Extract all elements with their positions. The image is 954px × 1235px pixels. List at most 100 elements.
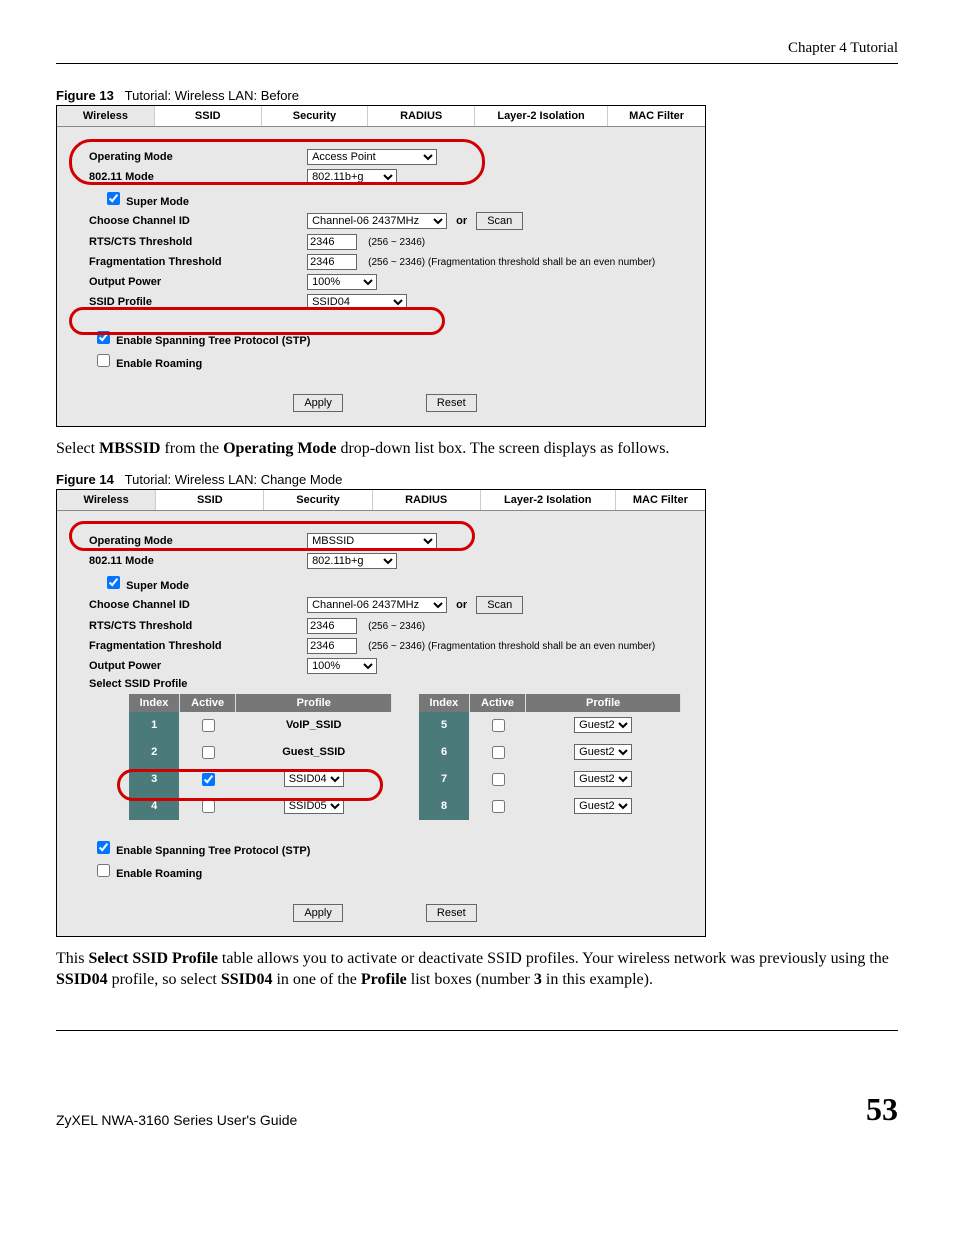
tab-macfilter[interactable]: MAC Filter	[608, 106, 705, 126]
profile-8-select[interactable]: Guest2	[574, 798, 632, 814]
th-profile: Profile	[236, 694, 392, 712]
tab-security[interactable]: Security	[262, 106, 369, 126]
idx-1: 1	[129, 712, 179, 739]
profile-7-select[interactable]: Guest2	[574, 771, 632, 787]
figure14-caption: Figure 14 Tutorial: Wireless LAN: Change…	[56, 472, 898, 487]
reset-button[interactable]: Reset	[426, 394, 477, 412]
tab-ssid[interactable]: SSID	[155, 106, 262, 126]
ssid-profile-table: Index Active Profile Index Active Profil…	[129, 694, 681, 820]
active-7-checkbox[interactable]	[492, 773, 505, 786]
bottom-rule	[56, 1030, 898, 1031]
channel-select[interactable]: Channel-06 2437MHz	[307, 597, 447, 613]
top-rule	[56, 63, 898, 64]
apply-button[interactable]: Apply	[293, 394, 343, 412]
figure13-caption-text: Tutorial: Wireless LAN: Before	[125, 88, 299, 103]
footer-page-number: 53	[866, 1091, 898, 1128]
idx-6: 6	[419, 739, 469, 766]
super-mode-checkbox[interactable]	[107, 192, 120, 205]
active-1-checkbox[interactable]	[202, 719, 215, 732]
frag-hint: (256 ~ 2346) (Fragmentation threshold sh…	[368, 641, 655, 652]
stp-checkbox[interactable]	[97, 841, 110, 854]
figure13-tabbar: Wireless SSID Security RADIUS Layer-2 Is…	[57, 106, 705, 127]
profile-2: Guest_SSID	[282, 746, 345, 758]
mode-80211-select[interactable]: 802.11b+g	[307, 169, 397, 185]
rtscts-input[interactable]	[307, 234, 357, 250]
active-3-checkbox[interactable]	[202, 773, 215, 786]
tab-layer2[interactable]: Layer-2 Isolation	[475, 106, 608, 126]
output-select[interactable]: 100%	[307, 658, 377, 674]
figure14-caption-label: Figure 14	[56, 472, 114, 487]
label-super-mode: Super Mode	[126, 196, 189, 208]
tab-radius[interactable]: RADIUS	[368, 106, 475, 126]
label-80211-mode: 802.11 Mode	[89, 171, 304, 183]
label-80211-mode: 802.11 Mode	[89, 555, 304, 567]
th-profile-r: Profile	[526, 694, 681, 712]
active-6-checkbox[interactable]	[492, 746, 505, 759]
label-roaming: Enable Roaming	[116, 358, 202, 370]
label-frag: Fragmentation Threshold	[89, 640, 304, 652]
output-select[interactable]: 100%	[307, 274, 377, 290]
figure14-tabbar: Wireless SSID Security RADIUS Layer-2 Is…	[57, 490, 705, 511]
label-select-ssid: Select SSID Profile	[89, 678, 187, 690]
th-index-r: Index	[419, 694, 469, 712]
paragraph-2: This Select SSID Profile table allows yo…	[56, 949, 898, 991]
idx-2: 2	[129, 739, 179, 766]
tab-ssid[interactable]: SSID	[156, 490, 264, 510]
label-ssid-profile: SSID Profile	[89, 296, 304, 308]
profile-3-select[interactable]: SSID04	[284, 771, 344, 787]
ssid-profile-select[interactable]: SSID04	[307, 294, 407, 310]
active-8-checkbox[interactable]	[492, 800, 505, 813]
rtscts-input[interactable]	[307, 618, 357, 634]
active-5-checkbox[interactable]	[492, 719, 505, 732]
tab-wireless[interactable]: Wireless	[57, 106, 155, 126]
tab-radius[interactable]: RADIUS	[373, 490, 481, 510]
th-active-r: Active	[469, 694, 526, 712]
frag-hint: (256 ~ 2346) (Fragmentation threshold sh…	[368, 257, 655, 268]
active-4-checkbox[interactable]	[202, 800, 215, 813]
roaming-checkbox[interactable]	[97, 354, 110, 367]
operating-mode-select[interactable]: MBSSID	[307, 533, 437, 549]
apply-button[interactable]: Apply	[293, 904, 343, 922]
label-stp: Enable Spanning Tree Protocol (STP)	[116, 335, 310, 347]
tab-wireless[interactable]: Wireless	[57, 490, 156, 510]
or-text: or	[456, 215, 467, 227]
label-channel: Choose Channel ID	[89, 215, 304, 227]
profile-4-select[interactable]: SSID05	[284, 798, 344, 814]
figure13-caption-label: Figure 13	[56, 88, 114, 103]
label-stp: Enable Spanning Tree Protocol (STP)	[116, 845, 310, 857]
frag-input[interactable]	[307, 254, 357, 270]
tab-macfilter[interactable]: MAC Filter	[616, 490, 705, 510]
figure14-panel: Wireless SSID Security RADIUS Layer-2 Is…	[56, 489, 706, 937]
scan-button[interactable]: Scan	[476, 596, 523, 614]
rtscts-hint: (256 ~ 2346)	[368, 237, 425, 248]
profile-5-select[interactable]: Guest2	[574, 717, 632, 733]
profile-6-select[interactable]: Guest2	[574, 744, 632, 760]
tab-layer2[interactable]: Layer-2 Isolation	[481, 490, 616, 510]
profile-1: VoIP_SSID	[286, 719, 341, 731]
th-active: Active	[179, 694, 236, 712]
label-output: Output Power	[89, 276, 304, 288]
roaming-checkbox[interactable]	[97, 864, 110, 877]
th-index: Index	[129, 694, 179, 712]
stp-checkbox[interactable]	[97, 331, 110, 344]
reset-button[interactable]: Reset	[426, 904, 477, 922]
channel-select[interactable]: Channel-06 2437MHz	[307, 213, 447, 229]
label-channel: Choose Channel ID	[89, 599, 304, 611]
footer-guide: ZyXEL NWA-3160 Series User's Guide	[56, 1112, 297, 1128]
rtscts-hint: (256 ~ 2346)	[368, 621, 425, 632]
idx-5: 5	[419, 712, 469, 739]
operating-mode-select[interactable]: Access Point	[307, 149, 437, 165]
frag-input[interactable]	[307, 638, 357, 654]
idx-8: 8	[419, 793, 469, 820]
tab-security[interactable]: Security	[264, 490, 372, 510]
mode-80211-select[interactable]: 802.11b+g	[307, 553, 397, 569]
paragraph-1: Select MBSSID from the Operating Mode dr…	[56, 439, 898, 460]
active-2-checkbox[interactable]	[202, 746, 215, 759]
scan-button[interactable]: Scan	[476, 212, 523, 230]
label-operating-mode: Operating Mode	[89, 151, 304, 163]
figure14-caption-text: Tutorial: Wireless LAN: Change Mode	[125, 472, 343, 487]
chapter-header: Chapter 4 Tutorial	[56, 40, 898, 57]
label-rtscts: RTS/CTS Threshold	[89, 236, 304, 248]
super-mode-checkbox[interactable]	[107, 576, 120, 589]
label-operating-mode: Operating Mode	[89, 535, 304, 547]
